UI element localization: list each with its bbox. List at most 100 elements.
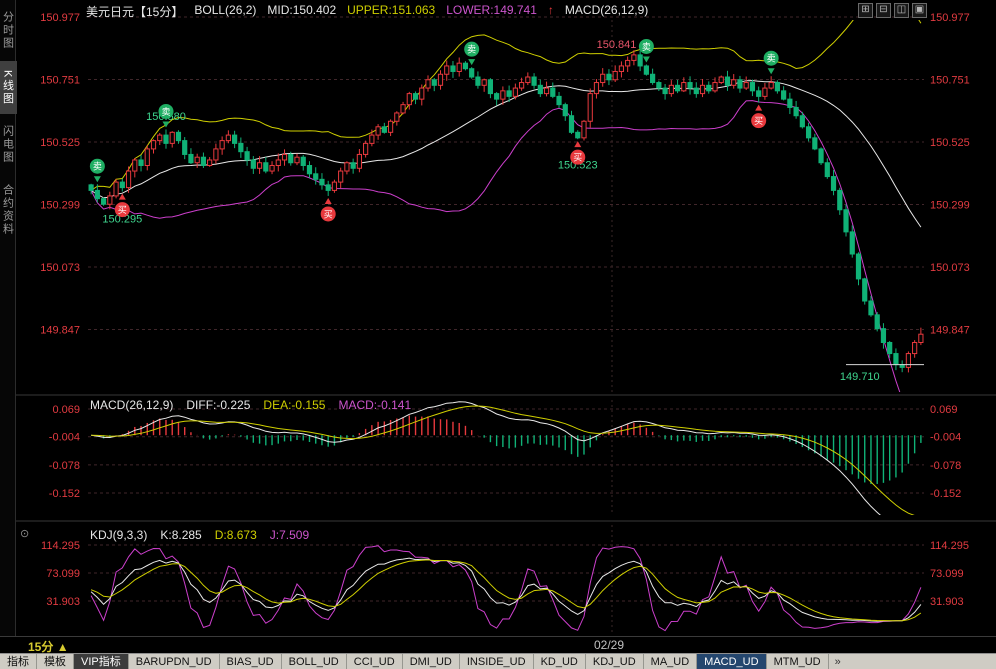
- j-value: J:7.509: [269, 528, 310, 542]
- tab-CCI_UD[interactable]: CCI_UD: [347, 654, 403, 669]
- window-layout-icon-3[interactable]: ▣: [912, 3, 927, 18]
- tab-MA_UD[interactable]: MA_UD: [644, 654, 698, 669]
- dea-value: DEA:-0.155: [263, 398, 326, 412]
- grid-layer: 150.977 150.977 150.751 150.751 150.525 150.5…: [0, 12, 996, 635]
- svg-text:-0.004: -0.004: [930, 432, 961, 444]
- kdj-d-line: [90, 559, 922, 622]
- date-label: 02/29: [594, 638, 625, 652]
- tab-VIP指标[interactable]: VIP指标: [74, 654, 129, 669]
- sidebar-item-1[interactable]: K线图: [0, 61, 17, 115]
- sell-signal-marker: [763, 50, 779, 66]
- period-label: 15分: [28, 640, 54, 654]
- d-value: D:8.673: [214, 528, 257, 542]
- svg-text:买: 买: [573, 153, 582, 163]
- macd-label: MACD(26,12,9): [90, 398, 174, 412]
- tab-指标[interactable]: 指标: [0, 654, 37, 669]
- svg-text:149.847: 149.847: [930, 325, 970, 337]
- sell-signal-marker: [464, 41, 480, 57]
- kdj-k-line: [90, 557, 922, 622]
- macd-panel-header: MACD(26,12,9) DIFF:-0.225 DEA:-0.155 MAC…: [90, 398, 411, 412]
- chart-header: 美元日元【15分】 BOLL(26,2) MID:150.402 UPPER:1…: [86, 3, 649, 19]
- kdj-j-line: [90, 545, 922, 632]
- svg-text:31.903: 31.903: [46, 596, 80, 608]
- boll-upper-value: UPPER:151.063: [347, 3, 436, 17]
- window-layout-icon-2[interactable]: ◫: [894, 3, 909, 18]
- tab-BARUPDN_UD[interactable]: BARUPDN_UD: [129, 654, 220, 669]
- svg-text:0.069: 0.069: [52, 404, 80, 416]
- svg-text:150.751: 150.751: [930, 75, 970, 87]
- svg-text:-0.004: -0.004: [49, 432, 80, 444]
- tab-MACD_UD[interactable]: MACD_UD: [697, 654, 767, 669]
- tab-BOLL_UD[interactable]: BOLL_UD: [282, 654, 347, 669]
- svg-text:114.295: 114.295: [930, 540, 969, 552]
- symbol-title: 美元日元【15分】: [86, 5, 184, 19]
- sidebar-item-3[interactable]: 合约资料: [1, 184, 14, 237]
- candlestick-layer: [88, 50, 924, 373]
- tab-BIAS_UD[interactable]: BIAS_UD: [220, 654, 282, 669]
- macd-label-top: MACD(26,12,9): [564, 3, 649, 17]
- svg-text:卖: 卖: [467, 45, 476, 55]
- svg-text:149.847: 149.847: [40, 325, 80, 337]
- svg-text:150.525: 150.525: [40, 137, 80, 149]
- sell-signal-marker: [89, 158, 105, 174]
- svg-text:150.295: 150.295: [102, 213, 142, 225]
- svg-text:150.523: 150.523: [558, 160, 598, 172]
- buy-signal-marker: [114, 202, 130, 218]
- sell-signal-marker: [158, 103, 174, 119]
- svg-text:买: 买: [324, 209, 333, 219]
- svg-text:-0.152: -0.152: [930, 488, 961, 500]
- diff-value: DIFF:-0.225: [186, 398, 251, 412]
- svg-text:31.903: 31.903: [930, 596, 964, 608]
- sidebar-item-2[interactable]: 闪电图: [1, 125, 14, 165]
- tab-KDJ_UD[interactable]: KDJ_UD: [586, 654, 644, 669]
- tab-KD_UD[interactable]: KD_UD: [534, 654, 586, 669]
- tab-INSIDE_UD[interactable]: INSIDE_UD: [460, 654, 534, 669]
- window-layout-icons: ⊞ ⊟ ◫ ▣: [858, 3, 927, 18]
- period-selector[interactable]: 15分 ▲: [28, 638, 69, 655]
- trend-up-arrow-icon: ↑: [547, 3, 554, 17]
- time-axis-bar: 15分 ▲ 02/29: [0, 636, 996, 655]
- svg-text:73.099: 73.099: [930, 568, 964, 580]
- tab-MTM_UD[interactable]: MTM_UD: [767, 654, 829, 669]
- svg-text:150.299: 150.299: [40, 200, 80, 212]
- tab-DMI_UD[interactable]: DMI_UD: [403, 654, 460, 669]
- boll-label: BOLL(26,2): [194, 3, 257, 17]
- svg-text:73.099: 73.099: [46, 568, 80, 580]
- window-layout-icon-0[interactable]: ⊞: [858, 3, 873, 18]
- svg-text:150.841: 150.841: [597, 39, 637, 51]
- indicator-tabs: 指标 模板 VIP指标 BARUPDN_UD BIAS_UD BOLL_UD CCI_UD D…: [0, 654, 829, 669]
- macd-value: MACD:-0.141: [338, 398, 412, 412]
- buy-signal-marker: [570, 149, 586, 165]
- boll-mid-value: MID:150.402: [267, 3, 337, 17]
- boll-mid-line: [90, 80, 922, 228]
- svg-text:卖: 卖: [93, 162, 102, 172]
- svg-text:0.069: 0.069: [930, 404, 958, 416]
- svg-text:150.525: 150.525: [930, 137, 970, 149]
- svg-text:-0.078: -0.078: [930, 460, 961, 472]
- svg-text:-0.152: -0.152: [49, 488, 80, 500]
- tab-overflow-button[interactable]: »: [834, 656, 841, 668]
- svg-text:150.977: 150.977: [40, 12, 80, 24]
- indicator-tab-bar: 指标 模板 VIP指标 BARUPDN_UD BIAS_UD BOLL_UD CCI_UD D…: [0, 653, 996, 669]
- k-value: K:8.285: [160, 528, 202, 542]
- kdj-label: KDJ(9,3,3): [90, 528, 148, 542]
- svg-text:150.977: 150.977: [930, 12, 970, 24]
- kdj-panel-header: KDJ(9,3,3) K:8.285 D:8.673 J:7.509: [90, 528, 309, 542]
- svg-text:卖: 卖: [161, 107, 170, 117]
- svg-text:150.751: 150.751: [40, 75, 80, 87]
- boll-lower-line: [90, 100, 901, 392]
- chart-canvas[interactable]: 150.977 150.977 150.751 150.751 150.525 150.5…: [0, 0, 996, 636]
- svg-text:150.073: 150.073: [930, 262, 970, 274]
- svg-text:买: 买: [118, 205, 127, 215]
- sidebar-item-0[interactable]: 分时图: [1, 11, 14, 50]
- tab-模板[interactable]: 模板: [37, 654, 74, 669]
- period-arrow-icon: ▲: [56, 640, 69, 654]
- macd-dea-line: [91, 405, 915, 515]
- panel-marker-icon: ⊙: [20, 528, 30, 540]
- macd-histogram: [96, 415, 922, 484]
- svg-text:150.073: 150.073: [40, 262, 80, 274]
- svg-text:卖: 卖: [642, 42, 651, 52]
- window-layout-icon-1[interactable]: ⊟: [876, 3, 891, 18]
- sell-signal-marker: [638, 38, 654, 54]
